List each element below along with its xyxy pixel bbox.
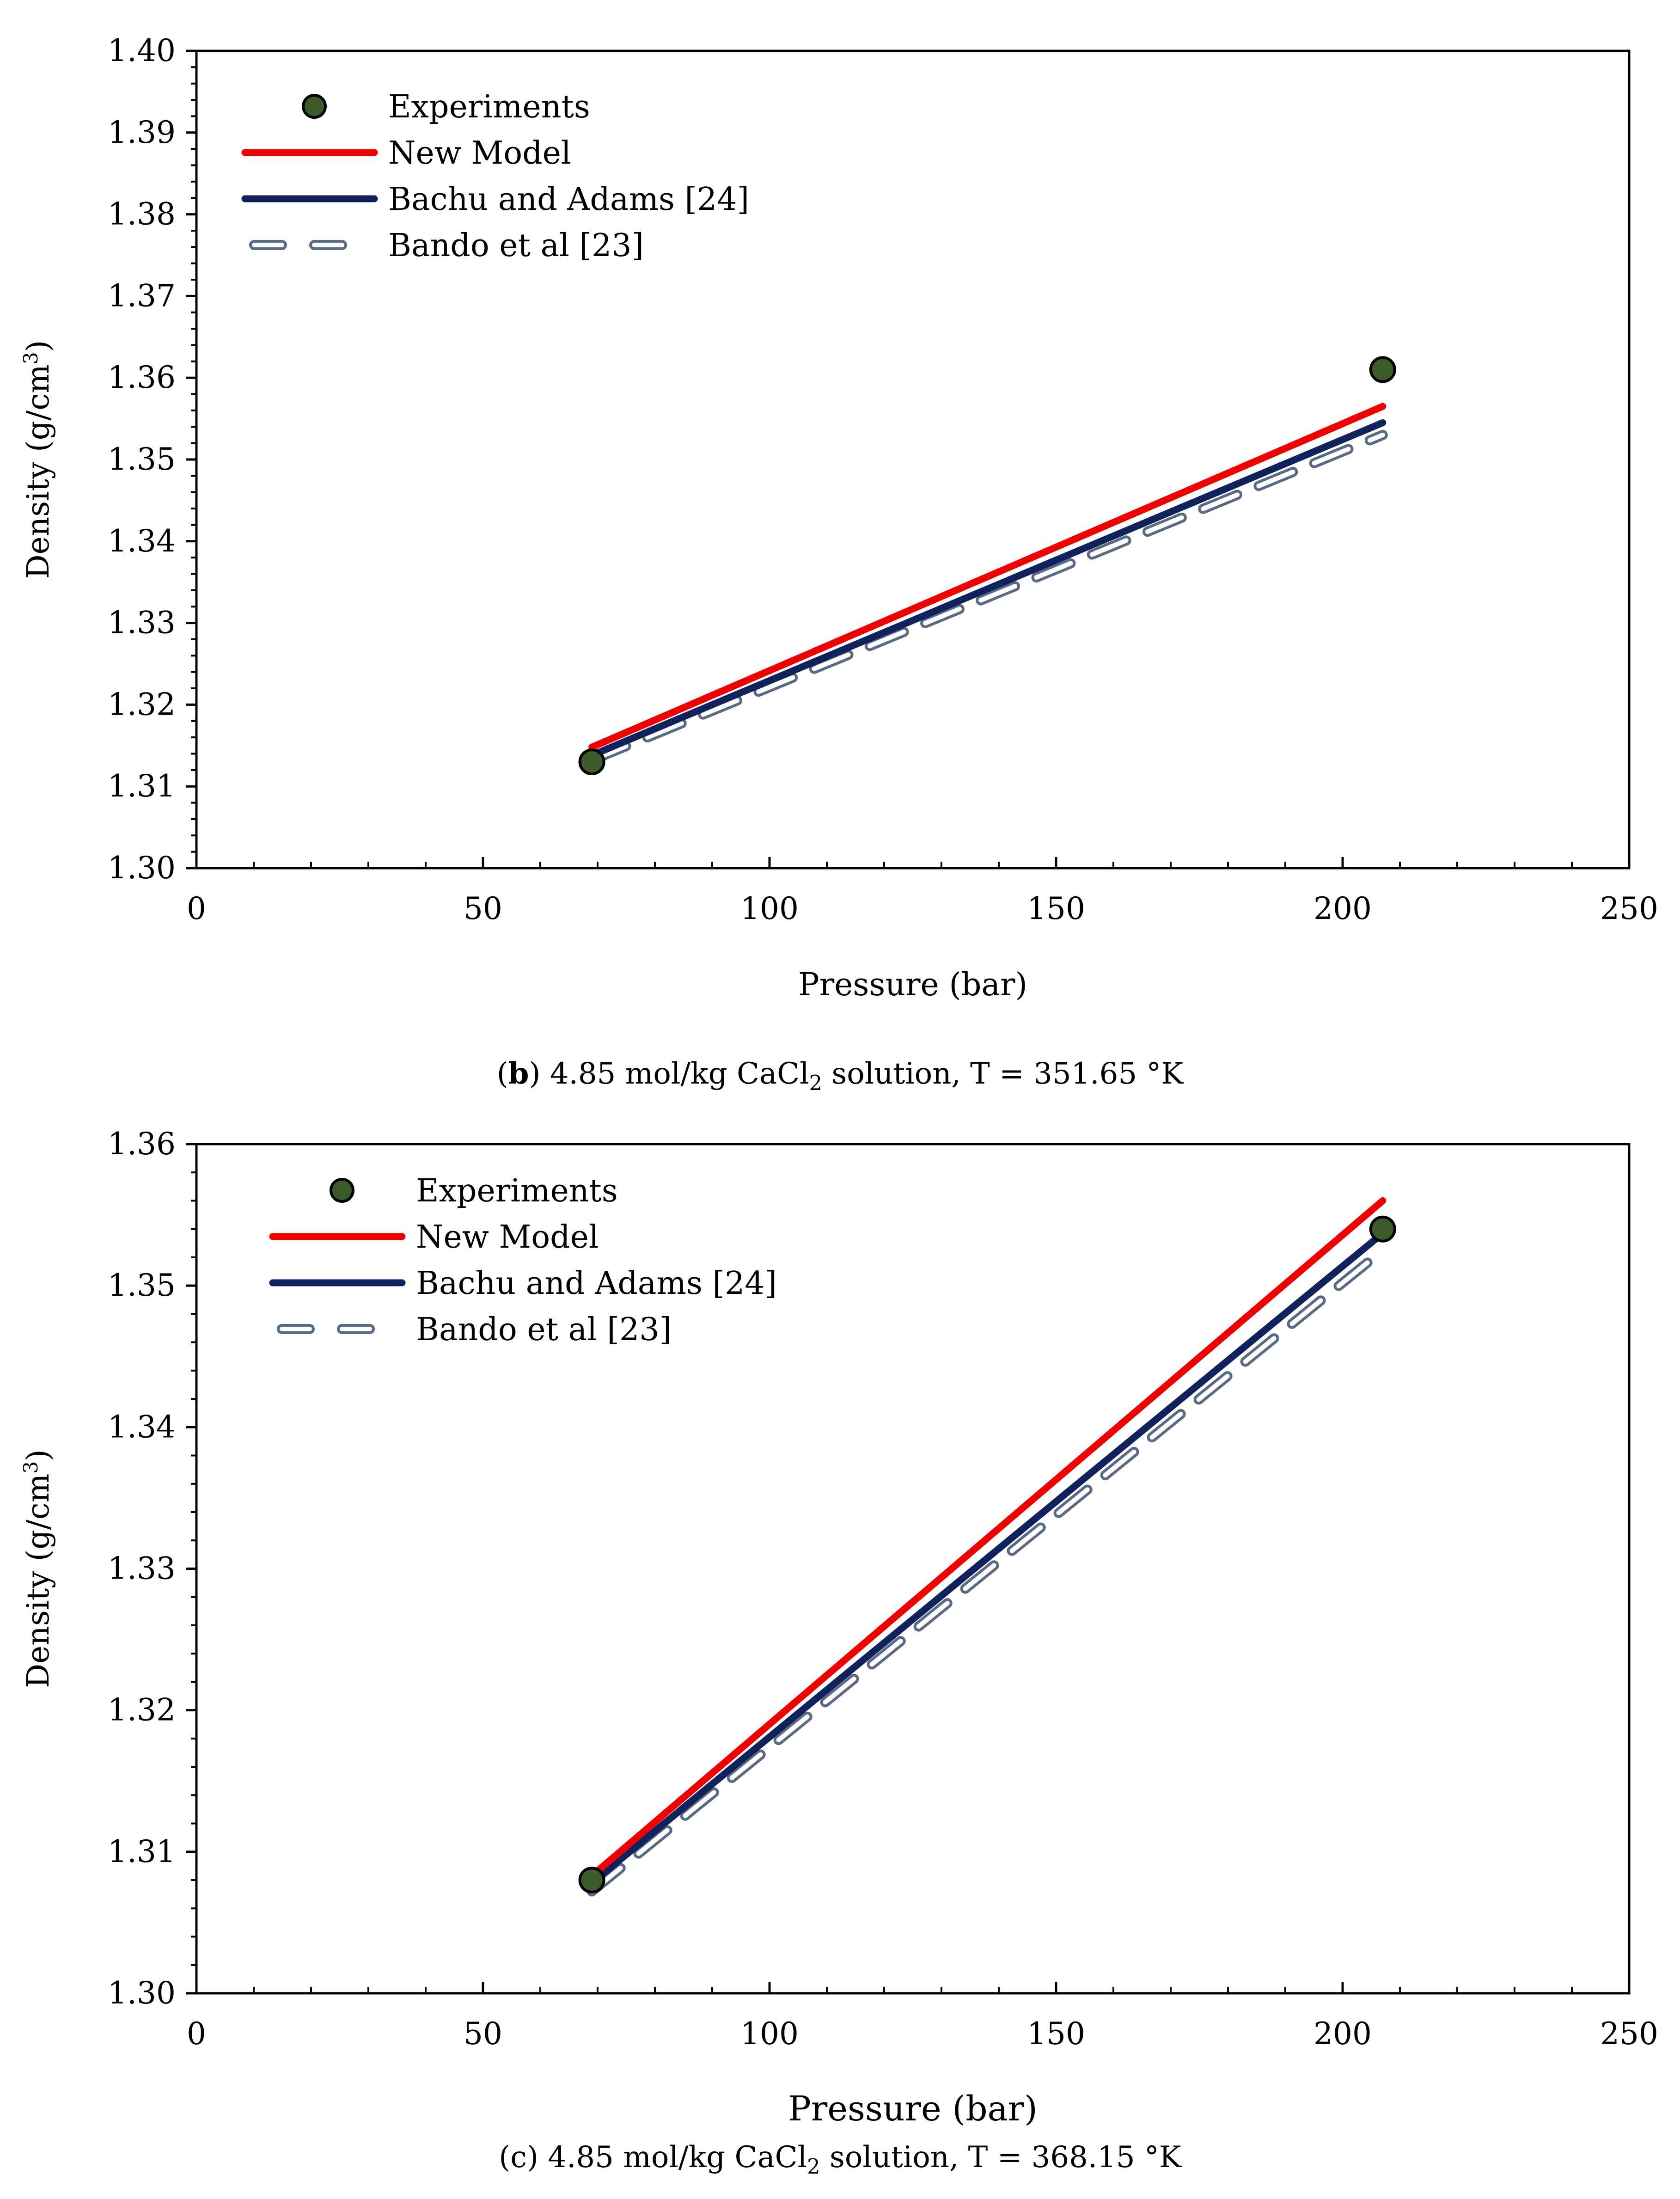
chart-c: 1.30 1.31 1.32 1.33 1.34 1.35 1.36 0 50 100 150 200… [19,1126,1658,2129]
legend-marker-experiments [302,94,327,119]
y-tick-label: 1.31 [108,1834,176,1869]
experiment-point [578,1867,605,1894]
experiment-point [1369,356,1396,383]
y-tick-label: 1.38 [108,196,176,232]
legend-label: Bachu and Adams [24] [388,181,749,218]
y-tick-label: 1.34 [108,523,176,559]
legend-label: New Model [416,1219,599,1256]
series-bachu-adams-line [588,419,1387,759]
y-tick-label: 1.33 [108,1551,176,1586]
y-tick-label: 1.39 [108,115,176,150]
x-tick-label: 150 [1027,891,1085,926]
caption-b: (b) 4.85 mol/kg CaCl2 solution, T = 351.… [496,1056,1184,1095]
legend-label: Bando et al [23] [416,1311,672,1348]
legend-label: New Model [388,135,571,172]
legend-label: Experiments [416,1173,618,1209]
y-tick-label: 1.40 [108,33,176,68]
y-tick-label: 1.36 [108,1126,176,1162]
x-tick-label: 0 [187,891,206,926]
chart-b: 1.30 1.31 1.32 1.33 1.34 1.35 1.36 1.37 1.38 1.39… [19,33,1658,1003]
series-bando-line [589,1248,1385,1894]
y-axis-label: Density (g/cm3) [19,1449,56,1688]
series-new-model-line [588,403,1387,751]
y-axis-label: Density (g/cm3) [19,340,56,579]
y-axis-label-superscript: 3 [19,1461,42,1474]
x-tick-label: 100 [740,891,799,926]
legend: Experiments New Model Bachu and Adams [24]… [269,1173,777,1348]
plot-frame [195,1143,1631,1995]
y-tick-label: 1.36 [108,360,176,395]
y-axis-label-close: ) [20,1449,56,1461]
x-tick-label: 100 [740,2016,799,2052]
legend-label: Bando et al [23] [388,227,644,264]
y-axis-label-close: ) [20,340,56,352]
series-new-model-line [588,1197,1387,1880]
experiment-point [1369,1215,1396,1243]
x-tick-label: 200 [1313,2016,1372,2052]
legend-label: Bachu and Adams [24] [416,1265,777,1302]
x-axis-label: Pressure (bar) [798,967,1027,1003]
y-tick-label: 1.32 [108,686,176,722]
y-tick-label: 1.37 [108,278,176,313]
legend-label: Experiments [388,89,590,125]
y-axis-label-superscript: 3 [19,352,42,364]
series-bachu-adams-line [588,1230,1387,1887]
x-tick-label: 200 [1313,891,1372,926]
x-tick-label: 250 [1600,891,1658,926]
legend: Experiments New Model Bachu and Adams [24]… [241,89,749,264]
y-tick-label: 1.31 [108,768,176,804]
plot-frame [195,49,1631,870]
y-tick-label: 1.34 [108,1409,176,1445]
x-tick-label: 50 [464,891,502,926]
x-tick-label: 250 [1600,2016,1658,2052]
x-axis-label: Pressure (bar) [788,2089,1038,2129]
caption-c: (c) 4.85 mol/kg CaCl2 solution, T = 368.… [499,2140,1181,2179]
experiment-point [578,748,605,776]
y-tick-label: 1.30 [108,850,176,886]
series-bando-line [589,432,1385,763]
y-tick-label: 1.35 [108,1268,176,1303]
y-tick-label: 1.32 [108,1692,176,1728]
x-tick-label: 150 [1027,2016,1085,2052]
legend-marker-experiments [330,1178,354,1203]
y-tick-label: 1.30 [108,1975,176,2011]
x-tick-label: 50 [464,2016,502,2052]
y-tick-label: 1.33 [108,605,176,641]
y-tick-label: 1.35 [108,441,176,477]
x-tick-label: 0 [187,2016,206,2052]
